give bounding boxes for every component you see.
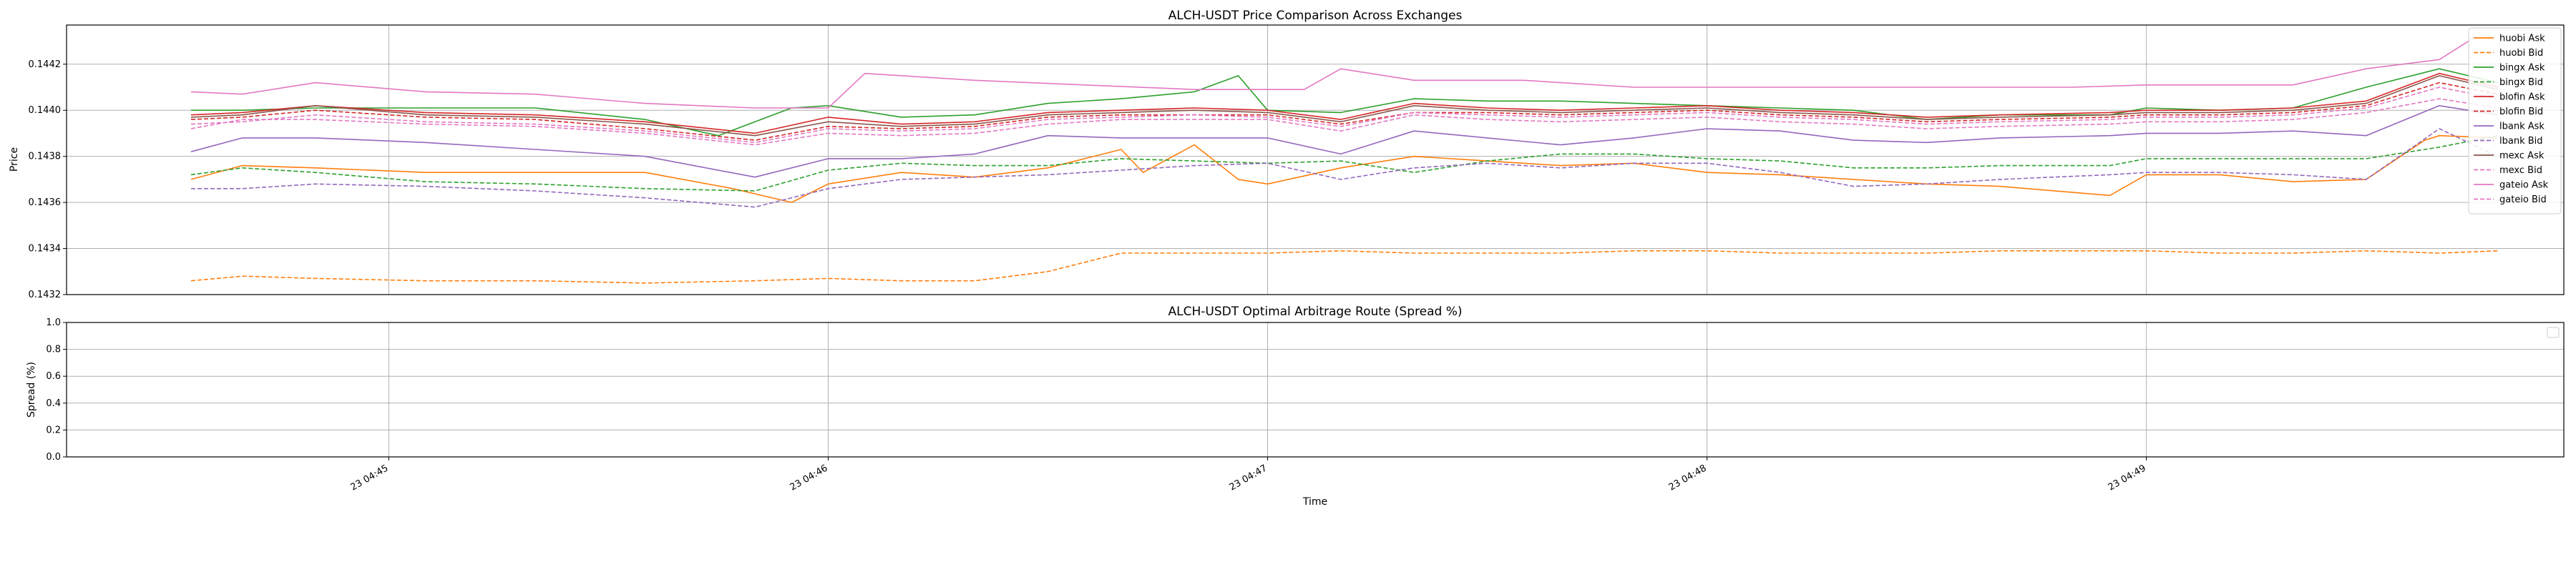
- legend-label: lbank Ask: [2499, 122, 2545, 132]
- x-tick-label: 23 04:45: [348, 463, 390, 493]
- legend-label: bingx Ask: [2499, 63, 2545, 74]
- legend-items: huobi Ask huobi Bid bingx Ask bingx Bid blof…: [2474, 34, 2549, 205]
- series-line-lbank-ask: [190, 105, 2499, 178]
- series-line-mexc-bid: [190, 87, 2499, 144]
- spread-chart-frame: [66, 322, 2565, 458]
- y-tick-label: 0.0: [46, 452, 61, 463]
- series-line-blofin-ask: [190, 72, 2499, 134]
- price-chart-legend: huobi Ask huobi Bid bingx Ask bingx Bid blof…: [2468, 27, 2562, 214]
- spread-chart-empty-legend: [2547, 327, 2560, 338]
- spread-chart-grid: [67, 322, 2564, 458]
- legend-label: blofin Bid: [2499, 107, 2543, 117]
- legend-box: [2468, 27, 2562, 214]
- price-chart-ylabel: Price: [9, 147, 20, 172]
- y-tick-label: 0.8: [46, 345, 61, 355]
- legend-label: mexc Ask: [2499, 151, 2545, 162]
- y-tick-label: 0.1440: [29, 105, 62, 116]
- legend-label: lbank Bid: [2499, 136, 2543, 147]
- series-line-bingx-bid: [190, 134, 2499, 192]
- series-line-gateio-bid: [190, 98, 2499, 146]
- legend-label: gateio Bid: [2499, 194, 2547, 205]
- y-tick-label: 0.6: [46, 371, 61, 382]
- y-tick-label: 0.2: [46, 425, 61, 435]
- series-line-huobi-bid: [190, 250, 2498, 284]
- series-line-blofin-bid: [190, 82, 2499, 141]
- x-tick-label: 23 04:48: [1667, 463, 1709, 493]
- x-tick-label: 23 04:49: [2107, 463, 2148, 493]
- y-tick-label: 0.1434: [29, 244, 62, 255]
- spread-chart-ylabel: Spread (%): [26, 362, 37, 418]
- price-chart-grid: [67, 25, 2564, 295]
- spread-chart-x-ticks: 23 04:45 23 04:46 23 04:47 23 04:48 23 04:49: [348, 457, 2148, 493]
- legend-label: gateio Ask: [2499, 180, 2549, 191]
- y-tick-label: 0.1438: [29, 152, 62, 162]
- y-tick-label: 0.1436: [29, 197, 62, 208]
- x-tick-label: 23 04:47: [1228, 463, 1269, 493]
- series-line-mexc-ask: [190, 75, 2499, 137]
- price-chart-series: [190, 36, 2499, 284]
- price-chart-y-ticks: 0.1432 0.1434 0.1436 0.1438 0.1440 0.1442: [29, 59, 67, 300]
- spread-chart-xlabel: Time: [1302, 496, 1327, 508]
- series-line-gateio-ask: [190, 36, 2477, 109]
- series-line-bingx-ask: [191, 68, 2499, 137]
- price-chart: ALCH-USDT Price Comparison Across Exchan…: [9, 9, 2565, 300]
- legend-label: huobi Ask: [2499, 34, 2545, 44]
- y-tick-label: 0.1432: [29, 290, 62, 300]
- legend-label: bingx Bid: [2499, 77, 2543, 88]
- spread-chart-y-ticks: 0.0 0.2 0.4 0.6 0.8 1.0: [46, 317, 67, 463]
- legend-label: mexc Bid: [2499, 165, 2542, 176]
- y-tick-label: 1.0: [46, 317, 61, 328]
- price-chart-title: ALCH-USDT Price Comparison Across Exchan…: [1169, 9, 1463, 23]
- spread-chart-title: ALCH-USDT Optimal Arbitrage Route (Sprea…: [1169, 305, 1463, 319]
- series-line-lbank-bid: [191, 128, 2499, 208]
- spread-chart: ALCH-USDT Optimal Arbitrage Route (Sprea…: [26, 305, 2565, 508]
- x-tick-label: 23 04:46: [789, 463, 830, 493]
- legend-label: blofin Ask: [2499, 92, 2545, 103]
- series-line-huobi-ask: [190, 134, 2498, 203]
- y-tick-label: 0.4: [46, 398, 61, 409]
- legend-label: huobi Bid: [2499, 48, 2543, 59]
- y-tick-label: 0.1442: [29, 59, 62, 70]
- price-chart-frame: [66, 24, 2565, 295]
